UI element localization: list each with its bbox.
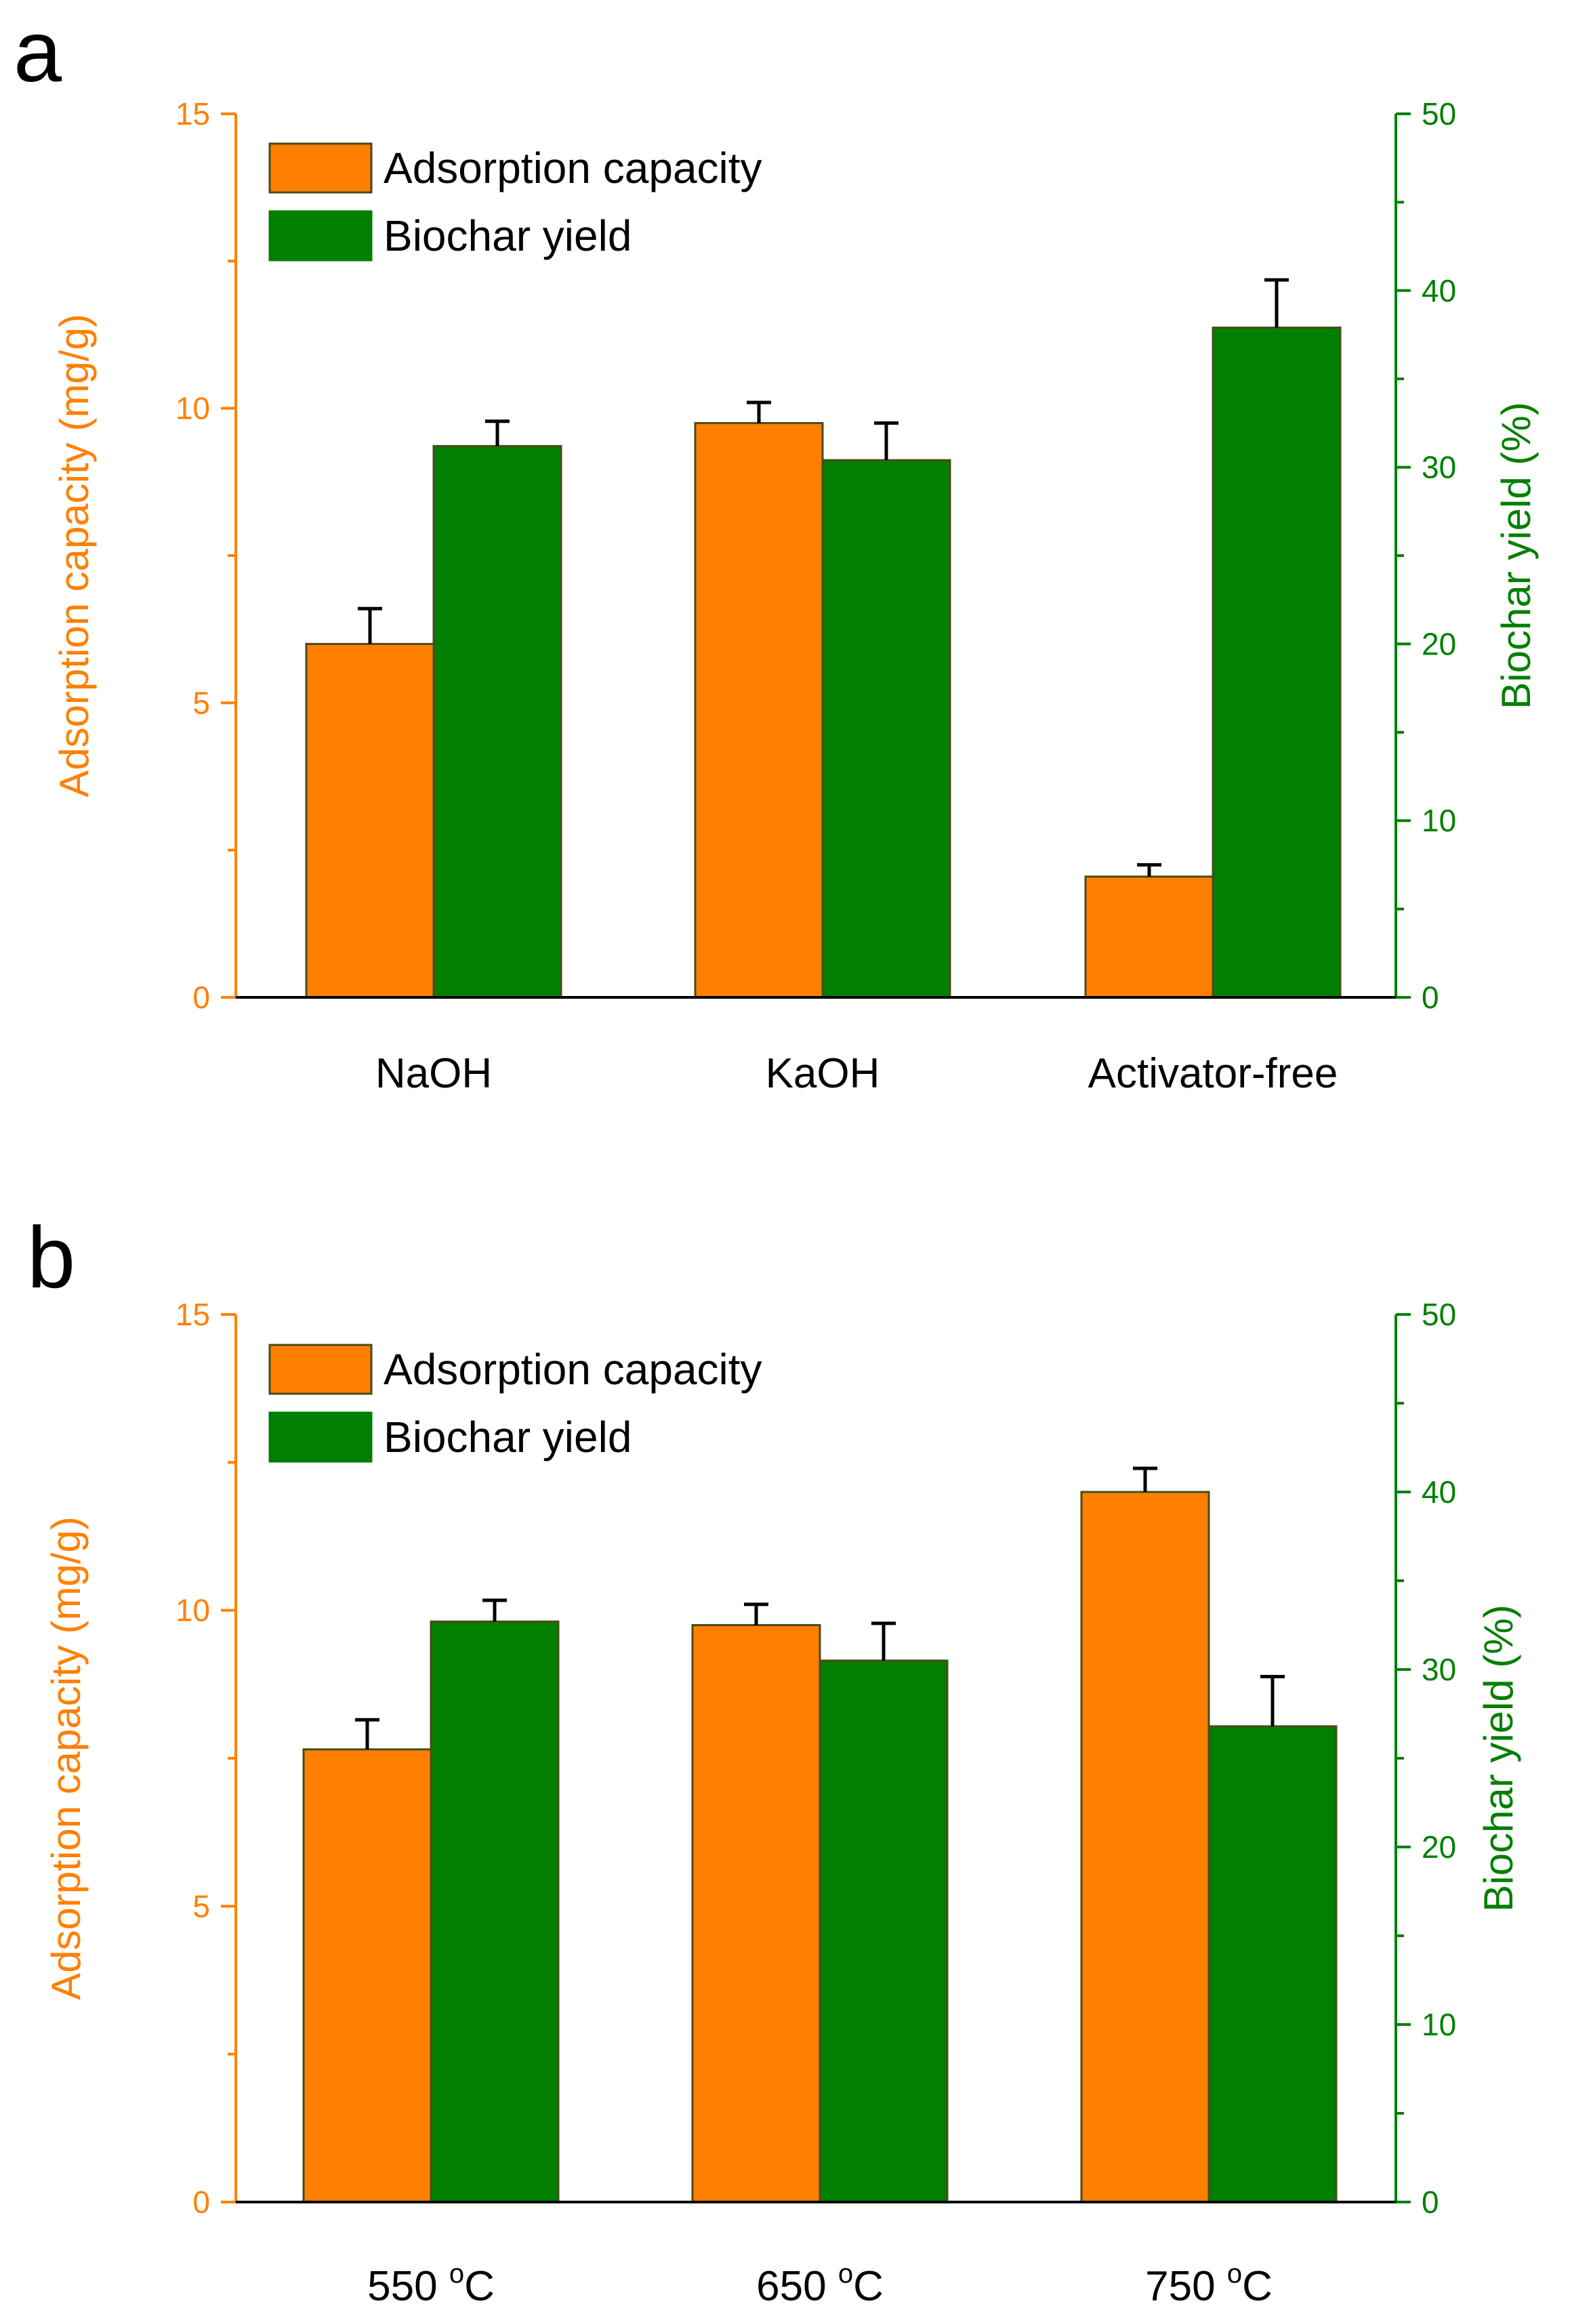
legend-swatch-0: [268, 142, 373, 194]
category-label: 550 oC: [367, 2259, 495, 2310]
right-tick-label: 50: [1422, 1297, 1456, 1332]
legend-label-0: Adsorption capacity: [384, 1345, 762, 1394]
right-tick-label: 0: [1422, 980, 1439, 1015]
bar-yield-1: [821, 459, 951, 999]
bar-adsorption-2: [1084, 875, 1214, 999]
right-tick-label: 20: [1422, 626, 1456, 661]
left-tick-label: 10: [175, 391, 210, 426]
category-label: KaOH: [766, 1050, 880, 1097]
right-tick-label: 40: [1422, 1474, 1456, 1510]
category-label: NaOH: [375, 1050, 492, 1097]
left-tick-label: 5: [192, 685, 210, 720]
bar-yield-1: [819, 1659, 949, 2203]
bar-adsorption-0: [302, 1748, 432, 2203]
right-axis-title: Biochar yield (%): [1493, 402, 1539, 709]
bar-yield-2: [1212, 327, 1342, 999]
left-tick-label: 10: [175, 1593, 210, 1628]
right-tick-label: 30: [1422, 1652, 1456, 1687]
right-tick-label: 30: [1422, 450, 1456, 485]
bar-yield-0: [432, 444, 562, 999]
chart-panel-b: b 0 5 10 15 0 10 20 30 40 50 Adsorption capacity (m…: [27, 1209, 1521, 2310]
right-tick-label: 40: [1422, 273, 1456, 308]
legend-swatch-1: [268, 1411, 373, 1463]
left-axis-title: Adsorption capacity (mg/g): [43, 1516, 89, 2000]
bar-yield-0: [430, 1620, 560, 2203]
right-tick-label: 50: [1422, 96, 1456, 131]
panel-letter: a: [14, 3, 62, 100]
right-tick-label: 0: [1422, 2184, 1439, 2220]
right-tick-label: 10: [1422, 2007, 1456, 2042]
bar-yield-2: [1207, 1725, 1338, 2203]
left-tick-label: 15: [175, 96, 210, 131]
bar-adsorption-2: [1080, 1491, 1210, 2203]
panel-letter: b: [27, 1209, 75, 1306]
legend-label-1: Biochar yield: [384, 1413, 632, 1461]
left-tick-label: 0: [192, 2184, 210, 2220]
legend-label-0: Adsorption capacity: [384, 144, 762, 192]
category-label: 750 oC: [1145, 2259, 1273, 2310]
bar-adsorption-0: [305, 642, 435, 999]
left-tick-label: 5: [192, 1888, 210, 1924]
left-tick-label: 0: [192, 980, 210, 1015]
right-axis-title: Biochar yield (%): [1476, 1604, 1521, 1912]
bar-adsorption-1: [691, 1624, 821, 2203]
legend-swatch-1: [268, 210, 373, 262]
left-axis-title: Adsorption capacity (mg/g): [51, 314, 97, 797]
left-tick-label: 15: [175, 1297, 210, 1332]
legend-swatch-0: [268, 1344, 373, 1395]
bar-adsorption-1: [694, 421, 824, 999]
chart-panel-a: a 0 5 10 15 0 10 20 30 40 50 Adsorption capacity (m…: [14, 3, 1539, 1097]
category-label: 650 oC: [756, 2259, 884, 2310]
legend-label-1: Biochar yield: [384, 211, 632, 260]
right-tick-label: 20: [1422, 1829, 1456, 1865]
category-label: Activator-free: [1088, 1050, 1338, 1097]
right-tick-label: 10: [1422, 803, 1456, 838]
